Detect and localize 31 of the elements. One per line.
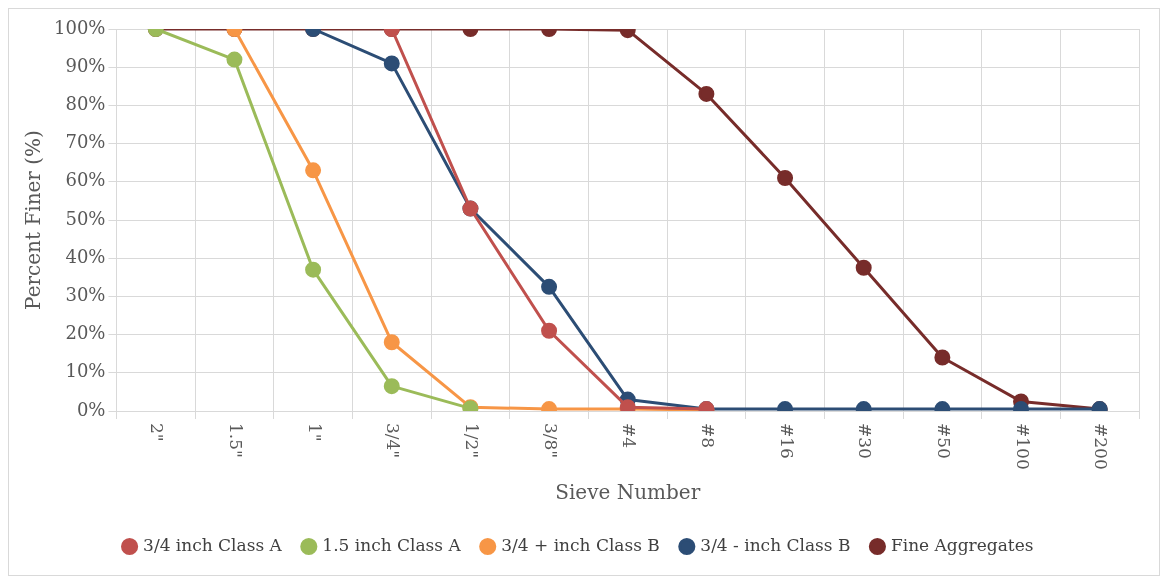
y-tick-label: 0% <box>76 398 106 420</box>
x-tick-label: #100 <box>1012 423 1033 470</box>
legend-label: 3/4 + inch Class B <box>501 534 660 555</box>
y-tick-label: 30% <box>65 284 106 306</box>
y-tick-label: 40% <box>65 245 106 267</box>
y-tick-label: 50% <box>65 207 106 229</box>
x-tick-label: #30 <box>855 423 876 459</box>
x-tick-label: #200 <box>1091 423 1112 470</box>
y-tick-label: 90% <box>65 54 106 76</box>
legend-label: 1.5 inch Class A <box>322 534 462 555</box>
legend-label: Fine Aggregates <box>890 534 1034 555</box>
x-tick-label: 3/4" <box>383 423 404 459</box>
y-axis-title: Percent Finer (%) <box>21 130 46 310</box>
x-tick-label: 1/2" <box>461 423 482 459</box>
x-tick-label: 1.5" <box>226 423 247 458</box>
x-tick-label: #50 <box>933 423 954 459</box>
y-tick-label: 80% <box>65 93 106 115</box>
y-tick-label: 70% <box>65 131 106 153</box>
x-tick-label: #8 <box>697 423 718 449</box>
legend-label: 3/4 - inch Class B <box>700 534 851 555</box>
y-tick-label: 60% <box>65 169 106 191</box>
legend-label: 3/4 inch Class A <box>143 534 283 555</box>
x-tick-label: #16 <box>776 423 797 459</box>
y-tick-label: 20% <box>65 322 106 344</box>
x-tick-label: 2" <box>147 423 168 442</box>
x-axis-title: Sieve Number <box>555 480 701 505</box>
x-tick-label: 3/8" <box>540 423 561 459</box>
y-tick-label: 10% <box>65 360 106 382</box>
x-tick-label: 1" <box>304 423 325 442</box>
y-tick-label: 100% <box>53 16 106 38</box>
x-tick-label: #4 <box>619 423 640 449</box>
